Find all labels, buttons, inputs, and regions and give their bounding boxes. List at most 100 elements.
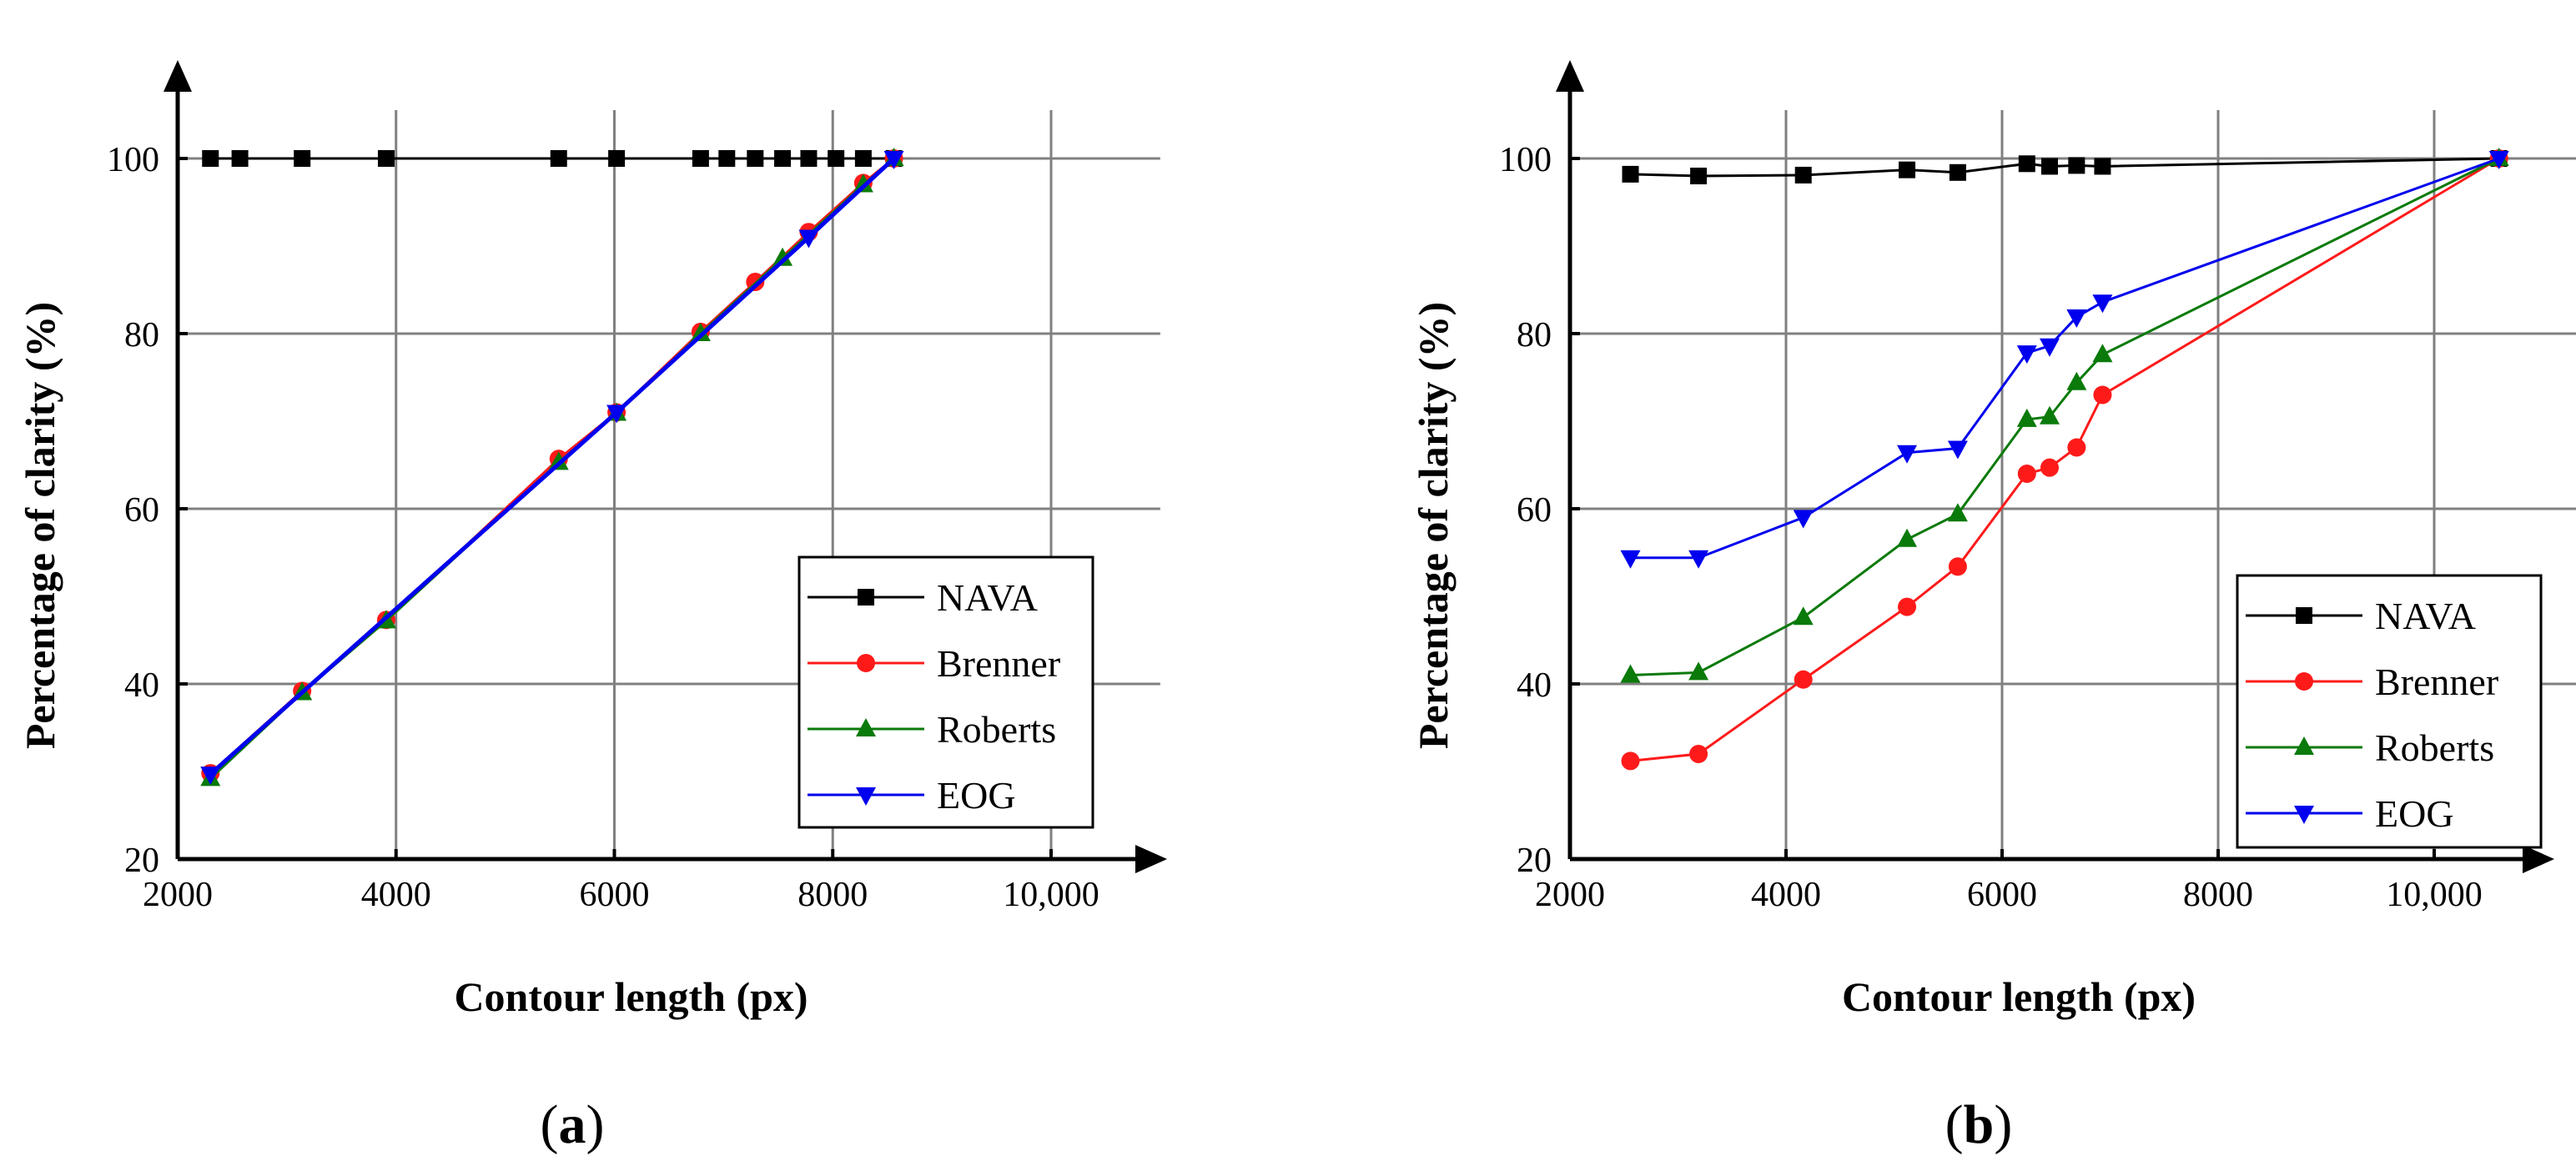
nava-point xyxy=(2018,155,2035,173)
y-tick-label: 100 xyxy=(107,141,159,179)
y-tick-label: 80 xyxy=(124,316,159,354)
eog-point xyxy=(1688,550,1709,569)
eog-point xyxy=(1620,550,1641,569)
y-tick-labels: 20 40 60 80 100 xyxy=(107,141,159,880)
y-tick-labels: 20 40 60 80 100 xyxy=(1499,141,1552,880)
legend-label-roberts: Roberts xyxy=(2375,726,2494,769)
y-axis-title: Percentage of clarity (%) xyxy=(1410,302,1457,749)
y-tick-label: 40 xyxy=(1517,666,1552,705)
series-eog xyxy=(200,151,904,786)
legend-box xyxy=(2236,574,2543,849)
nava-point xyxy=(377,150,395,167)
eog-point xyxy=(883,151,904,169)
legend-label-brenner: Brenner xyxy=(937,642,1060,685)
nava-point xyxy=(1794,166,1812,183)
roberts-point xyxy=(772,247,793,266)
eog-point xyxy=(798,229,819,249)
brenner-point xyxy=(2093,385,2112,405)
x-tick-label: 4000 xyxy=(361,876,431,914)
x-tick-label: 10,000 xyxy=(1003,876,1099,914)
x-tick-label: 8000 xyxy=(797,876,868,914)
series-line-brenner xyxy=(1630,157,2500,762)
x-axis-title: Contour length (px) xyxy=(454,973,808,1020)
y-axis-arrowhead xyxy=(1556,60,1584,92)
roberts-point xyxy=(548,451,569,470)
series-line-nava xyxy=(1630,157,2499,178)
x-tick-labels: 2000 4000 6000 8000 10,000 xyxy=(1535,876,2483,914)
y-tick-label: 100 xyxy=(1499,141,1552,179)
roberts-point xyxy=(2066,371,2087,390)
x-axis-arrowhead xyxy=(1135,845,1167,873)
legend-eog-point xyxy=(2294,806,2314,824)
legend-label-nava: NAVA xyxy=(937,576,1038,619)
caption-label: a xyxy=(559,1094,586,1155)
y-tick-label: 60 xyxy=(1517,491,1552,530)
series-line-eog xyxy=(209,157,896,776)
nava-point xyxy=(2094,158,2111,175)
roberts-point xyxy=(690,323,711,341)
legend-label-nava: NAVA xyxy=(2375,595,2476,637)
nava-point xyxy=(294,150,311,167)
roberts-point xyxy=(2092,344,2113,363)
legend-nava-point xyxy=(2296,607,2312,624)
brenner-point xyxy=(1948,557,1967,576)
legend-roberts-point xyxy=(856,718,876,736)
panel-a: 2000 4000 6000 8000 10,000 20 40 60 80 1… xyxy=(17,60,1167,1155)
nava-point xyxy=(202,150,219,167)
nava-point xyxy=(2040,158,2058,175)
y-axis-title: Percentage of clarity (%) xyxy=(17,302,63,749)
axes xyxy=(164,60,1167,873)
panel-b: 2000 4000 6000 8000 10,000 20 40 60 80 1… xyxy=(1410,60,2576,1155)
x-tick-labels: 2000 4000 6000 8000 10,000 xyxy=(143,876,1099,914)
brenner-point xyxy=(1794,670,1813,689)
x-axis-arrowhead xyxy=(2523,845,2554,873)
series-group xyxy=(200,148,904,787)
brenner-point xyxy=(2017,465,2036,483)
y-tick-label: 20 xyxy=(124,842,159,880)
eog-point xyxy=(2066,309,2087,329)
caption-close: ) xyxy=(1994,1094,2012,1155)
eog-point xyxy=(200,766,221,786)
brenner-point xyxy=(1621,751,1640,771)
nava-point xyxy=(1690,168,1708,184)
x-tick-label: 8000 xyxy=(2183,876,2253,914)
roberts-point xyxy=(1620,664,1641,683)
nava-point xyxy=(692,150,709,167)
series-group xyxy=(1620,148,2509,771)
nava-point xyxy=(231,150,249,167)
brenner-point xyxy=(2040,458,2059,477)
nava-point xyxy=(747,150,764,167)
eog-point xyxy=(2039,338,2060,357)
brenner-point xyxy=(2067,438,2086,457)
y-tick-label: 60 xyxy=(124,491,159,530)
roberts-point xyxy=(1897,528,1918,547)
legend-label-roberts: Roberts xyxy=(937,708,1056,751)
series-roberts xyxy=(1620,148,2509,683)
eog-point xyxy=(1947,440,1968,460)
series-nava xyxy=(1622,150,2508,184)
axes xyxy=(1556,60,2554,873)
nava-point xyxy=(550,150,567,167)
roberts-point xyxy=(1688,661,1709,681)
nava-point xyxy=(828,150,845,167)
nava-point xyxy=(718,150,736,167)
series-line-eog xyxy=(1630,157,2500,560)
panel-caption: (a) xyxy=(541,1094,605,1155)
nava-point xyxy=(800,150,818,167)
roberts-point xyxy=(1793,606,1814,626)
legend-label-brenner: Brenner xyxy=(2375,661,2498,703)
series-eog xyxy=(1620,151,2509,569)
legend-roberts-point xyxy=(2294,736,2314,755)
series-nava xyxy=(202,150,903,167)
nava-point xyxy=(774,150,792,167)
roberts-point xyxy=(2016,408,2037,427)
eog-point xyxy=(1793,510,1814,529)
nava-point xyxy=(608,150,626,167)
legend-eog-point xyxy=(856,787,876,806)
nava-point xyxy=(2068,157,2085,174)
x-tick-label: 4000 xyxy=(1751,876,1821,914)
x-axis-title: Contour length (px) xyxy=(1842,973,2196,1020)
nava-point xyxy=(1622,165,1639,183)
eog-point xyxy=(2092,294,2113,314)
